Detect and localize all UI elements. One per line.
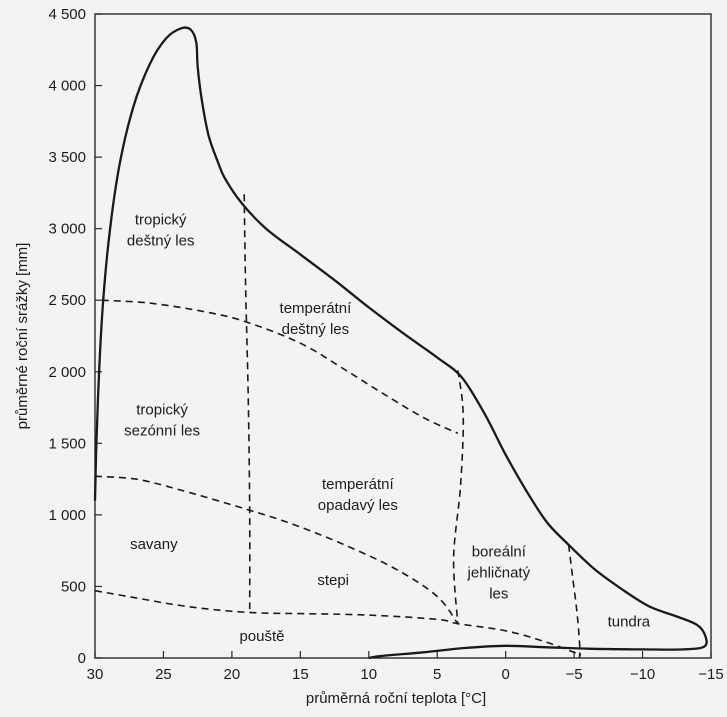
y-tick-label: 3 000 bbox=[48, 221, 86, 238]
x-tick-label: 5 bbox=[433, 666, 441, 683]
biome-label-savany: savany bbox=[130, 536, 178, 553]
biome-label-line: pouště bbox=[239, 628, 284, 645]
biome-label-tropicky-sezonni-les: tropický sezónní les bbox=[124, 402, 200, 440]
x-tick-label: 25 bbox=[155, 666, 172, 683]
biome-label-line: savany bbox=[130, 536, 178, 553]
biome-label-line: boreální bbox=[472, 543, 527, 560]
y-tick-label: 4 500 bbox=[48, 6, 86, 23]
biome-label-tundra: tundra bbox=[608, 614, 651, 631]
biome-label-line: jehličnatý bbox=[467, 564, 531, 581]
y-tick-label: 2 500 bbox=[48, 292, 86, 309]
y-axis-label: průměrné roční srážky [mm] bbox=[14, 243, 31, 430]
x-tick-label: 15 bbox=[292, 666, 309, 683]
y-tick-label: 1 500 bbox=[48, 435, 86, 452]
biome-label-line: deštný les bbox=[127, 232, 195, 249]
axes: 30 25 20 15 10 5 0 −5 −10 −15 0 500 1 000 1 500 2 000 2… bbox=[48, 6, 723, 683]
y-tick-label: 3 500 bbox=[48, 149, 86, 166]
biome-label-line: tundra bbox=[608, 614, 651, 631]
biome-label-line: opadavý les bbox=[318, 497, 398, 514]
x-axis-label: průměrná roční teplota [°C] bbox=[306, 690, 486, 707]
biome-label-line: les bbox=[489, 585, 508, 602]
y-tick-label: 0 bbox=[78, 650, 86, 667]
boundary-v-boreal-tundra bbox=[567, 544, 581, 659]
boundary-v-tropic-temperate bbox=[243, 194, 251, 613]
x-tick-label: 20 bbox=[224, 666, 241, 683]
biome-label-line: temperátní bbox=[322, 476, 395, 493]
biome-label-pouste: pouště bbox=[239, 628, 284, 645]
x-tick-label: −5 bbox=[566, 666, 583, 683]
biome-label-line: stepi bbox=[317, 572, 349, 589]
climate-envelope-outline bbox=[93, 26, 708, 660]
x-tick-label: −15 bbox=[698, 666, 723, 683]
biome-label-line: tropický bbox=[135, 211, 187, 228]
biome-label-line: sezónní les bbox=[124, 423, 200, 440]
boundary-sezon-savana bbox=[94, 475, 459, 625]
x-tick-label: 0 bbox=[501, 666, 509, 683]
x-tick-label: −10 bbox=[630, 666, 655, 683]
x-tick-label: 10 bbox=[360, 666, 377, 683]
x-tick-label: 30 bbox=[87, 666, 104, 683]
biome-label-boreal-jehlicnaty-les: boreální jehličnatý les bbox=[467, 543, 531, 602]
biome-label-temperatni-destny-les: temperátní deštný les bbox=[280, 300, 353, 338]
biome-label-tropicky-destny-les: tropický deštný les bbox=[127, 211, 195, 249]
y-tick-label: 500 bbox=[61, 578, 86, 595]
biome-label-stepi: stepi bbox=[317, 572, 349, 589]
biome-label-temperatni-opadavy-les: temperátní opadavý les bbox=[318, 476, 398, 514]
y-tick-label: 1 000 bbox=[48, 507, 86, 524]
plot-frame bbox=[94, 13, 712, 659]
boundary-dest-sezon bbox=[101, 299, 459, 435]
biome-label-line: tropický bbox=[136, 402, 188, 419]
biome-label-line: temperátní bbox=[280, 300, 353, 317]
biome-label-line: deštný les bbox=[282, 321, 350, 338]
boundary-savana-poust bbox=[94, 589, 582, 656]
biome-boundaries bbox=[94, 194, 582, 659]
y-tick-label: 2 000 bbox=[48, 364, 86, 381]
y-tick-label: 4 000 bbox=[48, 78, 86, 95]
boundary-v-temperate-boreal bbox=[452, 370, 465, 624]
